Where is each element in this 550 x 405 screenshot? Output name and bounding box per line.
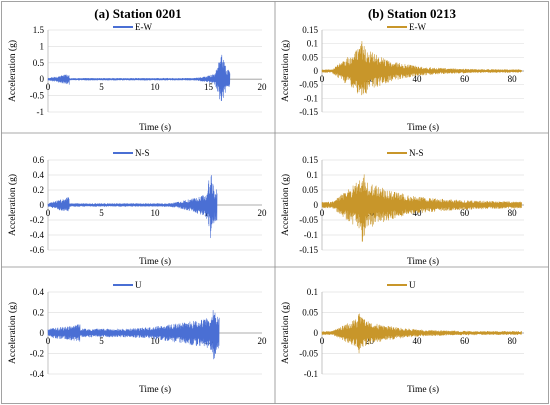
column-title-left: (a) Station 0201 [94, 6, 181, 21]
y-tick-label: 0.15 [302, 155, 318, 165]
y-tick-label: -0.6 [30, 245, 45, 255]
y-tick-label: -0.15 [299, 107, 318, 117]
y-tick-label: -0.5 [30, 91, 45, 101]
y-tick-label: -0.05 [299, 349, 318, 359]
x-tick-label: 40 [413, 208, 423, 218]
y-tick-label: -0.1 [304, 369, 318, 379]
x-axis-label: Time (s) [407, 122, 439, 133]
legend-label: N-S [409, 148, 424, 158]
x-tick-label: 80 [508, 208, 518, 218]
x-axis-label: Time (s) [407, 256, 439, 267]
y-tick-label: -0.05 [299, 80, 318, 90]
x-tick-label: 60 [460, 74, 470, 84]
x-axis-label: Time (s) [139, 256, 171, 267]
y-tick-label: 1 [40, 41, 45, 51]
y-tick-label: 0.15 [302, 25, 318, 35]
y-tick-label: -0.1 [304, 230, 318, 240]
y-tick-label: 0.05 [302, 52, 318, 62]
legend-label: E-W [135, 22, 152, 32]
x-tick-label: 80 [508, 336, 518, 346]
x-axis-label: Time (s) [407, 384, 439, 395]
x-tick-label: 0 [46, 82, 51, 92]
x-tick-label: 10 [151, 336, 161, 346]
legend-label: E-W [409, 22, 426, 32]
y-tick-label: -0.05 [299, 215, 318, 225]
y-tick-label: -0.4 [30, 230, 45, 240]
x-tick-label: 40 [413, 336, 423, 346]
y-tick-label: 0 [40, 328, 45, 338]
x-tick-label: 60 [460, 208, 470, 218]
y-axis-label: Acceleration (g) [280, 174, 291, 236]
y-tick-label: 0.2 [33, 185, 44, 195]
y-tick-label: 0 [314, 66, 319, 76]
x-tick-label: 5 [99, 208, 104, 218]
column-title-right: (b) Station 0213 [368, 6, 457, 21]
x-axis-label: Time (s) [139, 384, 171, 395]
y-tick-label: -1 [37, 107, 45, 117]
y-tick-label: 1.5 [33, 25, 45, 35]
y-axis-label: Acceleration (g) [280, 302, 291, 364]
x-tick-label: 0 [320, 208, 325, 218]
y-tick-label: 0.6 [33, 155, 45, 165]
y-tick-label: 0.2 [33, 308, 44, 318]
legend-label: U [409, 280, 416, 290]
x-tick-label: 5 [99, 336, 104, 346]
series-line-n-s [321, 174, 522, 242]
y-tick-label: 0.1 [307, 287, 318, 297]
x-tick-label: 0 [46, 336, 51, 346]
y-axis-label: Acceleration (g) [280, 40, 291, 102]
y-tick-label: 0 [40, 74, 45, 84]
x-tick-label: 20 [258, 208, 268, 218]
y-tick-label: 0.4 [33, 170, 45, 180]
series-line-e-w [321, 41, 522, 96]
x-tick-label: 10 [151, 208, 161, 218]
y-axis-label: Acceleration (g) [7, 302, 18, 364]
y-tick-label: 0 [314, 328, 319, 338]
y-tick-label: -0.4 [30, 369, 45, 379]
y-axis-label: Acceleration (g) [7, 40, 18, 102]
y-tick-label: 0.4 [33, 287, 45, 297]
x-tick-label: 0 [46, 208, 51, 218]
x-tick-label: 0 [320, 74, 325, 84]
x-tick-label: 60 [460, 336, 470, 346]
y-tick-label: -0.2 [30, 349, 44, 359]
y-tick-label: 0.05 [302, 308, 318, 318]
legend-label: U [135, 280, 142, 290]
x-tick-label: 20 [258, 336, 268, 346]
y-tick-label: -0.1 [304, 93, 318, 103]
y-tick-label: 0 [314, 200, 319, 210]
series-line-u [47, 309, 220, 360]
y-axis-label: Acceleration (g) [7, 174, 18, 236]
y-tick-label: 0.5 [33, 58, 45, 68]
y-tick-label: 0.05 [302, 185, 318, 195]
y-tick-label: 0 [40, 200, 45, 210]
x-tick-label: 40 [413, 74, 423, 84]
x-tick-label: 0 [320, 336, 325, 346]
series-line-e-w [47, 54, 231, 102]
x-axis-label: Time (s) [139, 122, 171, 133]
series-line-n-s [47, 175, 218, 239]
y-tick-label: 0.1 [307, 39, 318, 49]
x-tick-label: 15 [204, 82, 214, 92]
x-tick-label: 10 [151, 82, 161, 92]
x-tick-label: 20 [258, 82, 268, 92]
legend-label: N-S [135, 148, 150, 158]
y-tick-label: -0.2 [30, 215, 44, 225]
x-tick-label: 80 [508, 74, 518, 84]
y-tick-label: -0.15 [299, 245, 318, 255]
series-line-u [321, 313, 522, 354]
y-tick-label: 0.1 [307, 170, 318, 180]
x-tick-label: 20 [365, 336, 375, 346]
x-tick-label: 5 [99, 82, 104, 92]
